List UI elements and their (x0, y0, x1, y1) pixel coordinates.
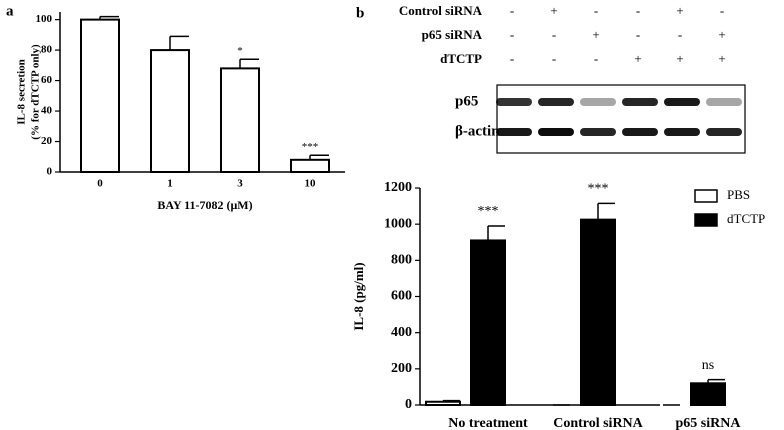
blot-band (580, 128, 616, 136)
y-tick-label: 80 (41, 44, 53, 56)
panel-label: b (356, 5, 364, 21)
x-tick-label: 10 (305, 178, 317, 190)
y-tick-label: 600 (391, 289, 412, 304)
condition-sign: - (594, 3, 598, 18)
condition-sign: + (718, 51, 725, 66)
legend-label: PBS (727, 187, 750, 202)
blot-band (622, 98, 658, 106)
y-axis-label: IL-8 (pg/ml) (351, 262, 366, 330)
condition-sign: + (550, 3, 557, 18)
condition-sign: + (676, 3, 683, 18)
condition-label: p65 siRNA (422, 27, 483, 42)
y-tick-label: 1200 (384, 180, 412, 195)
blot-frame (496, 84, 746, 154)
blot-band (580, 98, 616, 106)
x-axis-label: BAY 11-7082 (μM) (157, 198, 252, 212)
y-tick-label: 20 (41, 135, 53, 147)
y-tick-label: 200 (391, 361, 412, 376)
blot-band (538, 98, 574, 106)
y-tick-label: 100 (36, 13, 53, 25)
significance-label: ns (702, 358, 714, 373)
x-tick-label: 0 (97, 178, 103, 190)
condition-label: Control siRNA (399, 3, 483, 18)
condition-sign: - (552, 51, 556, 66)
blot-band (664, 98, 700, 106)
y-axis-label: IL-8 secretion (16, 59, 28, 124)
condition-sign: - (510, 27, 514, 42)
bar (580, 218, 616, 406)
condition-sign: - (552, 27, 556, 42)
bar (470, 239, 506, 406)
y-tick-label: 800 (391, 253, 412, 268)
condition-sign: + (718, 27, 725, 42)
band-label: β-actin (455, 123, 500, 139)
y-tick-label: 40 (41, 105, 53, 117)
x-tick-label: p65 siRNA (676, 416, 742, 430)
y-axis-label: (% for dTCTP only) (30, 44, 42, 140)
bar (290, 158, 330, 174)
x-tick-label: 1 (167, 178, 173, 190)
condition-sign: + (634, 51, 641, 66)
condition-sign: - (678, 27, 682, 42)
condition-sign: - (720, 3, 724, 18)
blot-band (664, 128, 700, 136)
significance-label: *** (588, 182, 609, 197)
blot-band (706, 98, 742, 106)
condition-sign: - (636, 27, 640, 42)
bar (425, 400, 461, 406)
bar (80, 18, 120, 173)
y-tick-label: 60 (41, 74, 53, 86)
y-tick-label: 0 (47, 166, 53, 178)
y-tick-label: 400 (391, 325, 412, 340)
condition-label: dTCTP (440, 51, 482, 66)
blot-band (496, 128, 532, 136)
condition-sign: - (510, 51, 514, 66)
bar (690, 382, 726, 406)
y-tick-label: 0 (405, 397, 412, 412)
significance-label: * (237, 45, 243, 57)
blot-band (538, 128, 574, 136)
significance-label: *** (478, 204, 499, 219)
condition-sign: - (636, 3, 640, 18)
legend-swatch (694, 189, 718, 203)
x-tick-label: Control siRNA (553, 416, 643, 430)
band-label: p65 (455, 93, 478, 109)
bar (220, 67, 260, 173)
significance-label: *** (302, 141, 319, 153)
blot-band (706, 128, 742, 136)
condition-sign: - (594, 51, 598, 66)
y-tick-label: 1000 (384, 216, 412, 231)
condition-sign: - (510, 3, 514, 18)
panel-label: a (6, 3, 14, 19)
condition-sign: + (676, 51, 683, 66)
blot-band (622, 128, 658, 136)
x-tick-label: No treatment (448, 416, 528, 430)
blot-band (496, 98, 532, 106)
x-tick-label: 3 (237, 178, 243, 190)
bar (150, 49, 190, 173)
condition-sign: + (592, 27, 599, 42)
legend-label: dTCTP (727, 211, 765, 226)
legend-swatch (694, 213, 718, 227)
